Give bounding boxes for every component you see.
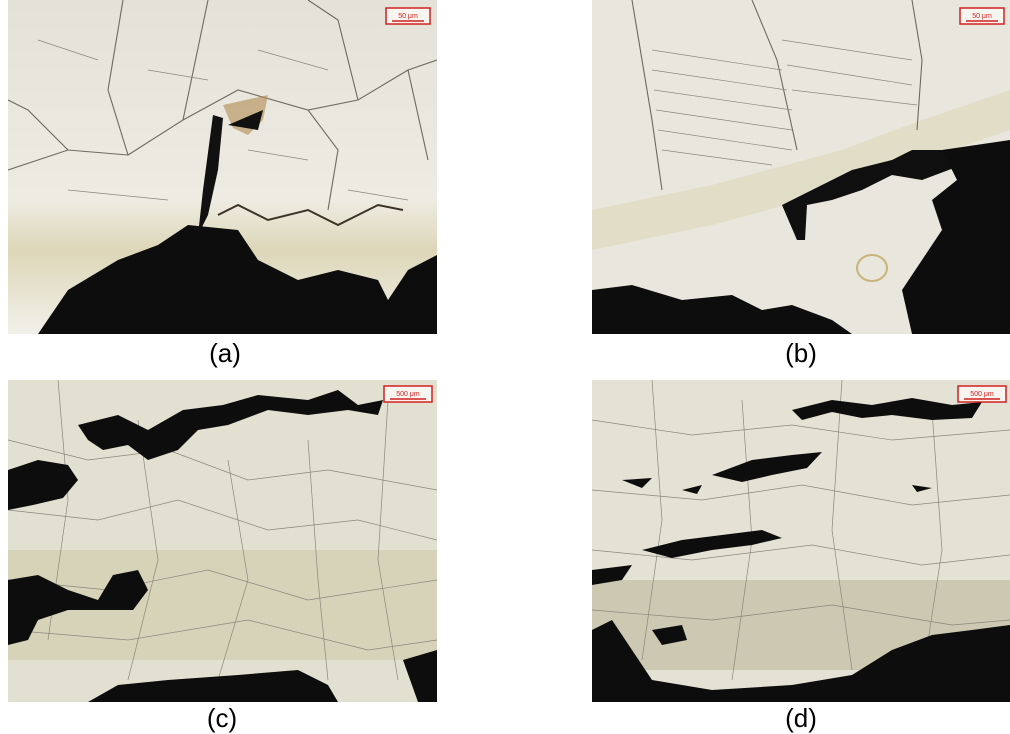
micrograph: 500 μm — [8, 380, 437, 702]
figure-page: {"panels": [ {"label": "(a)", "scale_bar… — [0, 0, 1010, 734]
scale-bar-label: 500 μm — [970, 391, 994, 398]
panel-label: (c) — [162, 703, 282, 734]
scale-bar-label: 500 μm — [396, 391, 420, 398]
micrograph: 50 μm — [592, 0, 1010, 334]
scale-bar-label: 50 μm — [972, 13, 992, 20]
micrograph: 50 μm — [8, 0, 437, 334]
panel-label: (d) — [741, 703, 861, 734]
micrograph: 500 μm — [592, 380, 1010, 702]
scale-bar-label: 50 μm — [398, 13, 418, 20]
panel-label: (b) — [741, 338, 861, 369]
panel-label: (a) — [165, 338, 285, 369]
